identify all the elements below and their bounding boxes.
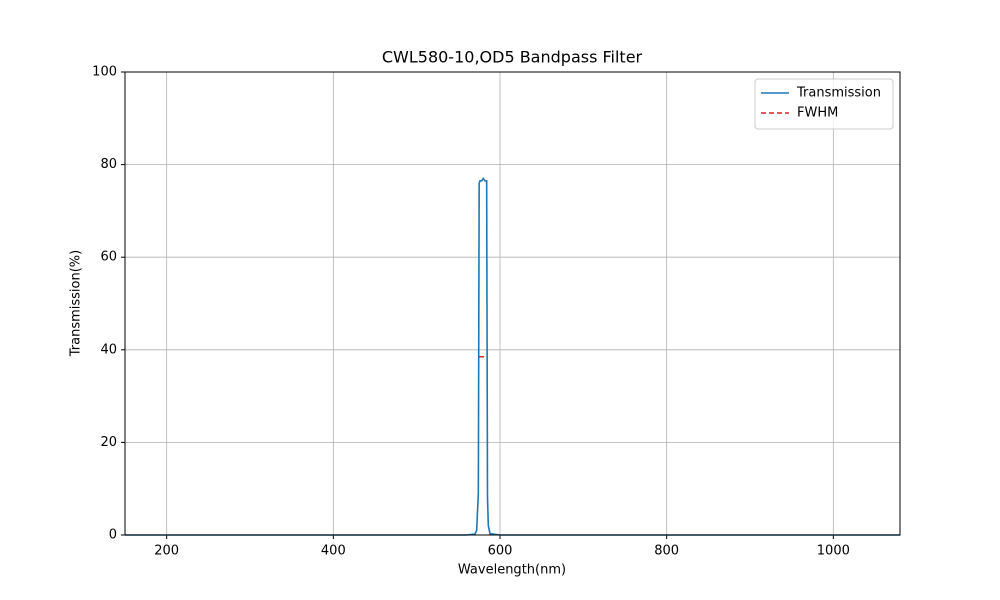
x-tick-label: 400: [321, 544, 346, 559]
legend: Transmission FWHM: [754, 78, 894, 130]
y-tick-label: 20: [100, 435, 117, 450]
y-tick-label: 100: [92, 65, 117, 80]
legend-label: FWHM: [797, 106, 838, 121]
line-series: [125, 177, 900, 536]
y-tick-label: 0: [109, 528, 117, 543]
y-axis-label: Transmission(%): [69, 250, 84, 357]
x-tick-label: 800: [654, 544, 679, 559]
x-axis-label: Wavelength(nm): [458, 563, 566, 578]
y-tick-label: 40: [100, 342, 117, 357]
y-tick-label: 60: [100, 250, 117, 265]
x-tick-label: 600: [488, 544, 513, 559]
legend-label: Transmission: [796, 86, 881, 101]
x-tick-label: 1000: [817, 544, 850, 559]
chart-title: CWL580-10,OD5 Bandpass Filter: [382, 48, 643, 67]
x-tick-label: 200: [154, 544, 179, 559]
legend-box: [754, 78, 894, 130]
y-tick-label: 80: [100, 157, 117, 172]
plot-frame: [124, 71, 901, 536]
